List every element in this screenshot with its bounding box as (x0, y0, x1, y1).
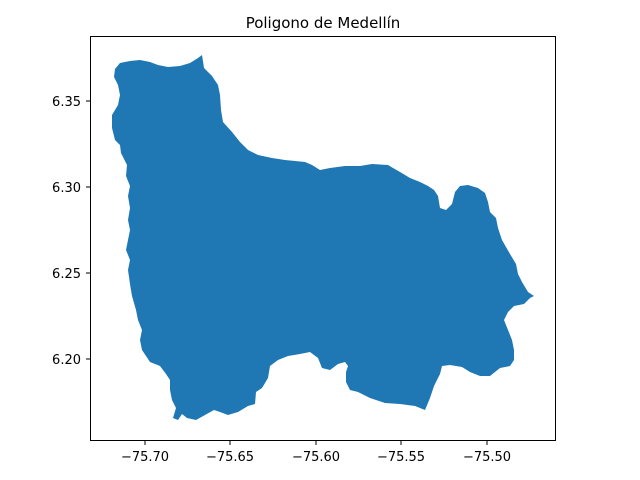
x-axis: −75.70 −75.65 −75.60 −75.55 −75.50 (121, 441, 511, 465)
plot-title: Poligono de Medellín (246, 14, 401, 32)
x-tick-label: −75.50 (463, 450, 511, 465)
medellin-polygon (112, 55, 534, 420)
y-tick-label: 6.25 (52, 267, 81, 282)
plot-area-frame (90, 36, 556, 441)
x-tick-label: −75.65 (206, 450, 254, 465)
x-tick-label: −75.60 (292, 450, 340, 465)
y-tick-label: 6.35 (52, 95, 81, 110)
y-tick-label: 6.30 (52, 181, 81, 196)
x-tick-label: −75.55 (377, 450, 425, 465)
x-tick-label: −75.70 (121, 450, 169, 465)
y-axis: 6.20 6.25 6.30 6.35 (52, 95, 90, 368)
y-tick-label: 6.20 (52, 353, 81, 368)
